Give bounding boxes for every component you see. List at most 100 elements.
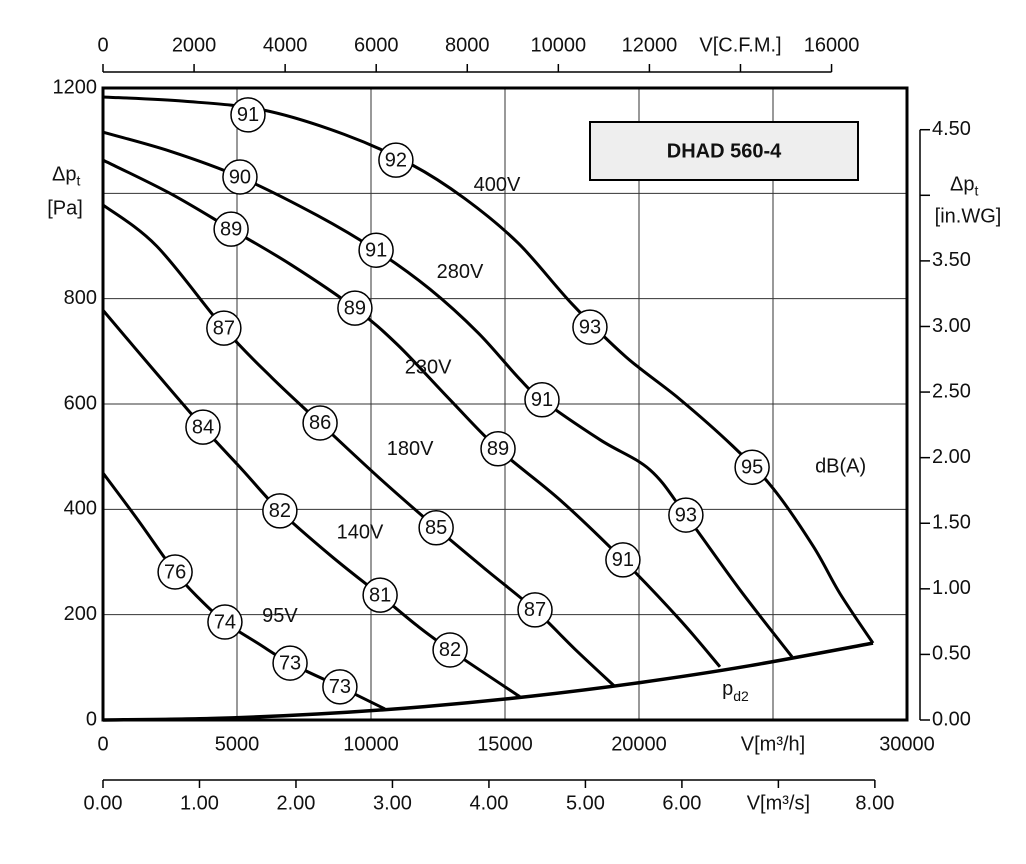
title-box: [589, 121, 859, 181]
db-value: 91: [237, 104, 259, 126]
db-marker: [668, 497, 704, 533]
x2-tick-label: 16000: [804, 34, 860, 56]
y-axis-unit: [Pa]: [47, 198, 83, 220]
y2-tick-label: 0.50: [932, 643, 971, 665]
db-marker: [337, 290, 373, 326]
db-value: 74: [214, 611, 236, 633]
y2-tick-label: 1.50: [932, 512, 971, 534]
y2-tick-label: 3.50: [932, 249, 971, 271]
db-marker: [480, 431, 516, 467]
y2-axis-label: Δpt: [950, 174, 978, 198]
y2-tick-label: 4.50: [932, 118, 971, 140]
fan-curve: [102, 130, 794, 658]
y2-axis-label-sub: t: [974, 182, 978, 198]
curve-label: 180V: [387, 438, 434, 460]
db-marker: [362, 577, 398, 613]
x3-tick-label: 0.00: [84, 792, 123, 814]
y-tick-label: 200: [64, 603, 97, 625]
db-marker: [213, 211, 249, 247]
pd2-curve: [102, 641, 874, 722]
x3-tick-label: 5.00: [566, 792, 605, 814]
x2-tick-label: 6000: [354, 34, 399, 56]
y2-tick-label: 3.00: [932, 315, 971, 337]
pd2-label-main: p: [722, 678, 733, 700]
x3-tick-label: 2.00: [276, 792, 315, 814]
db-value: 95: [741, 456, 763, 478]
plot-frame: [101, 86, 909, 722]
db-marker: [322, 669, 358, 705]
y2-tick-label: 2.50: [932, 380, 971, 402]
pd2-label: pd2: [722, 678, 749, 703]
x3-tick-label: V[m³/s]: [747, 792, 810, 814]
db-unit: dB(A): [815, 455, 866, 477]
y2-axis-unit: [in.WG]: [935, 206, 1002, 228]
db-value: 87: [213, 317, 235, 339]
x3-tick-label: 8.00: [855, 792, 894, 814]
y2-tick-label: 0.00: [932, 708, 971, 730]
db-value: 73: [279, 652, 301, 674]
db-marker: [378, 142, 414, 178]
curve-label: 95V: [262, 605, 298, 627]
db-marker: [262, 493, 298, 529]
db-marker: [517, 592, 553, 628]
x2-tick-label: 12000: [622, 34, 678, 56]
db-value: 84: [192, 416, 214, 438]
db-value: 92: [385, 149, 407, 171]
fan-curve: [102, 95, 875, 644]
db-value: 81: [369, 584, 391, 606]
db-marker: [572, 309, 608, 345]
y-tick-label: 1200: [53, 76, 98, 98]
db-marker: [272, 645, 308, 681]
db-value: 86: [309, 412, 331, 434]
db-value: 91: [612, 549, 634, 571]
db-value: 89: [344, 297, 366, 319]
curve-label: 230V: [405, 356, 452, 378]
db-value: 82: [269, 500, 291, 522]
y2-axis-label-main: Δp: [950, 174, 974, 196]
y2-tick-label: 1.00: [932, 577, 971, 599]
y-axis-label-main: Δp: [52, 164, 76, 186]
db-value: 89: [220, 218, 242, 240]
db-marker: [222, 159, 258, 195]
x2-tick-label: 10000: [531, 34, 587, 56]
db-value: 91: [365, 239, 387, 261]
db-marker: [605, 542, 641, 578]
db-marker: [734, 449, 770, 485]
curve-label: 280V: [437, 261, 484, 283]
db-value: 93: [675, 504, 697, 526]
db-value: 82: [439, 639, 461, 661]
y-axis-label: Δpt: [52, 164, 80, 188]
y-axis-label-sub: t: [76, 172, 80, 188]
db-marker: [358, 232, 394, 268]
x-tick-label: V[m³/h]: [741, 733, 805, 755]
x-tick-label: 5000: [215, 733, 260, 755]
db-value: 73: [329, 676, 351, 698]
x3-tick-label: 1.00: [180, 792, 219, 814]
db-value: 87: [524, 599, 546, 621]
db-marker: [432, 632, 468, 668]
y-tick-label: 600: [64, 392, 97, 414]
db-marker: [207, 604, 243, 640]
x2-tick-label: V[C.F.M.]: [699, 34, 781, 56]
x3-tick-label: 6.00: [662, 792, 701, 814]
pd2-label-sub: d2: [733, 688, 749, 704]
x-tick-label: 30000: [879, 733, 935, 755]
db-value: 89: [487, 438, 509, 460]
y-tick-label: 800: [64, 287, 97, 309]
x3-tick-label: 3.00: [373, 792, 412, 814]
curve-label: 140V: [337, 521, 384, 543]
db-marker: [230, 97, 266, 133]
db-value: 91: [531, 389, 553, 411]
curve-label: 400V: [474, 174, 521, 196]
y-tick-label: 0: [86, 708, 97, 730]
db-marker: [206, 310, 242, 346]
x-tick-label: 20000: [611, 733, 667, 755]
db-value: 93: [579, 316, 601, 338]
db-marker: [185, 409, 221, 445]
x-tick-label: 10000: [343, 733, 399, 755]
x3-tick-label: 4.00: [469, 792, 508, 814]
db-marker: [157, 554, 193, 590]
chart-title: DHAD 560-4: [667, 140, 782, 162]
x-tick-label: 0: [97, 733, 108, 755]
